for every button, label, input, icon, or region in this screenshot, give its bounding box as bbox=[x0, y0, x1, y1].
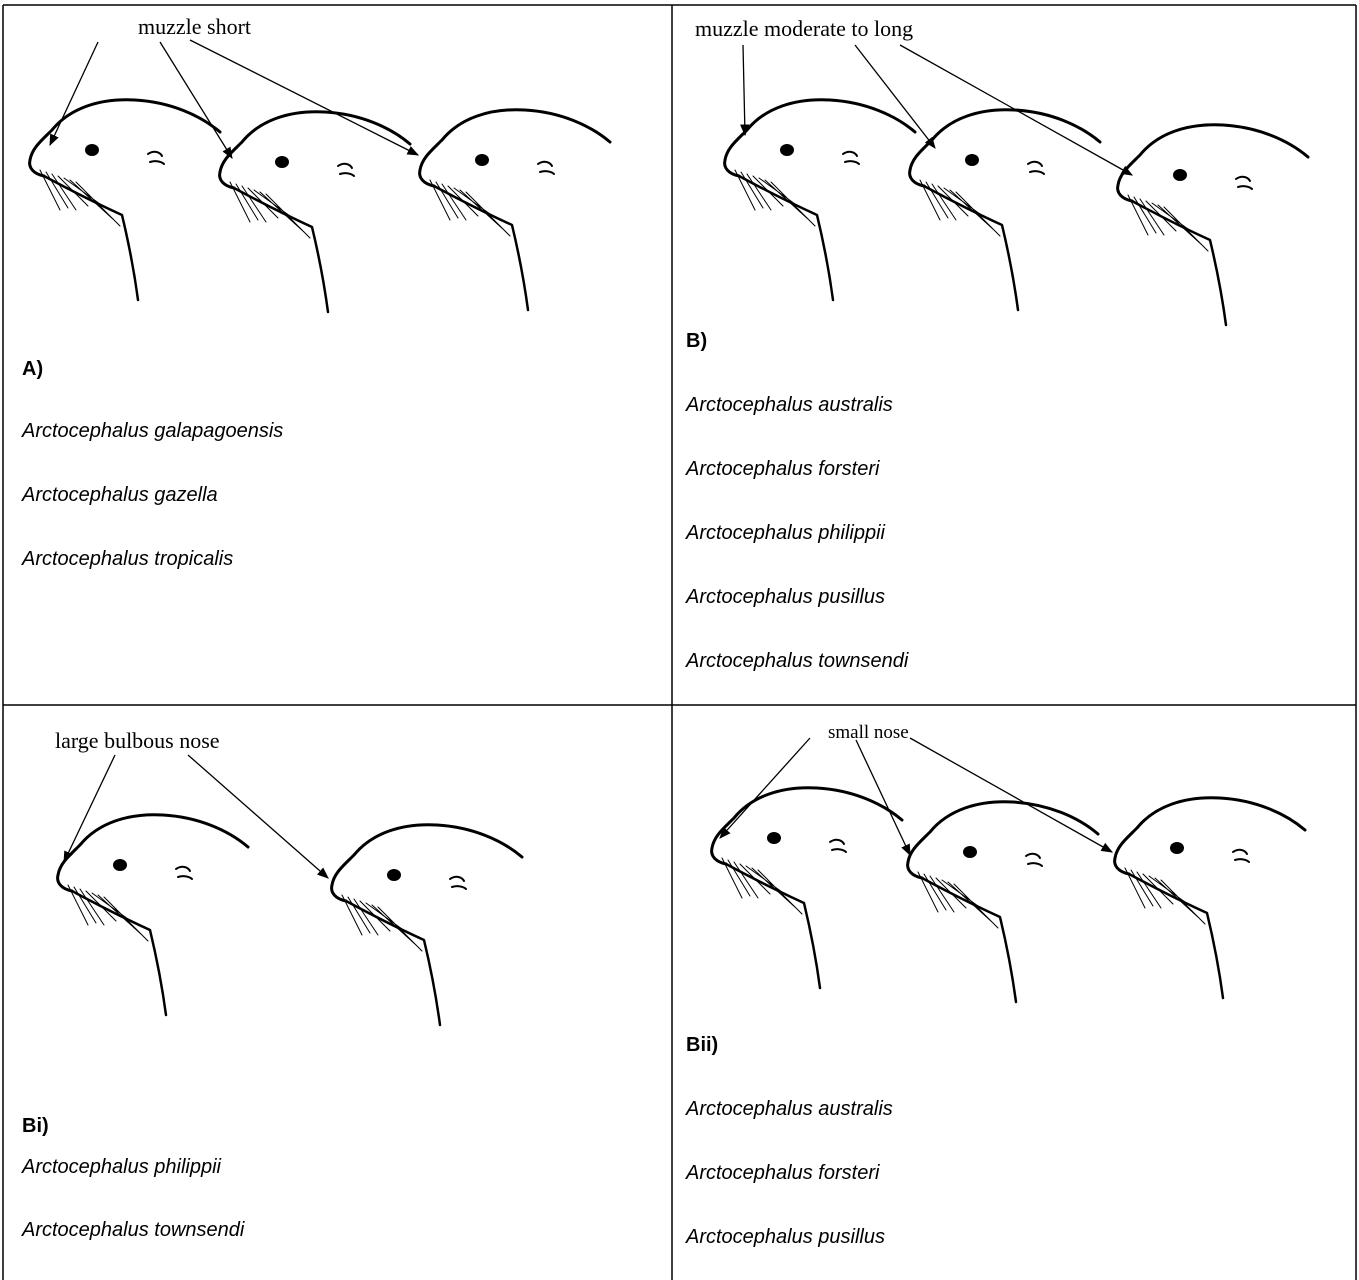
species: Arctocephalus townsendi bbox=[21, 1219, 245, 1241]
table-grid bbox=[3, 5, 1356, 1280]
species: Arctocephalus pusillus bbox=[685, 1226, 885, 1248]
illustration bbox=[58, 755, 522, 1025]
cell-label: Bii) bbox=[686, 1034, 718, 1056]
annotation: muzzle short bbox=[138, 14, 251, 39]
cell-label: B) bbox=[686, 330, 707, 352]
annotation: muzzle moderate to long bbox=[695, 16, 913, 41]
species: Arctocephalus forsteri bbox=[685, 1162, 880, 1184]
species: Arctocephalus galapagoensis bbox=[21, 420, 283, 442]
document: muzzle short A) Arctocephalus galapagoen… bbox=[0, 0, 1359, 1280]
species: Arctocephalus australis bbox=[685, 1098, 893, 1120]
species: Arctocephalus australis bbox=[685, 394, 893, 416]
illustration bbox=[30, 40, 610, 312]
species: Arctocephalus philippii bbox=[685, 522, 886, 544]
species: Arctocephalus philippii bbox=[21, 1156, 222, 1178]
species: Arctocephalus forsteri bbox=[685, 458, 880, 480]
species: Arctocephalus gazella bbox=[21, 484, 218, 506]
annotation: small nose bbox=[828, 722, 909, 743]
illustration bbox=[725, 45, 1308, 325]
illustration bbox=[712, 738, 1305, 1002]
cell-label: A) bbox=[22, 358, 43, 380]
page: {"cells": [ {"annotation": "muzzle short… bbox=[0, 0, 1359, 1280]
cell-label: Bi) bbox=[22, 1115, 49, 1137]
species: Arctocephalus townsendi bbox=[685, 650, 909, 672]
species: Arctocephalus tropicalis bbox=[21, 548, 233, 570]
annotation: large bulbous nose bbox=[55, 728, 220, 753]
species: Arctocephalus pusillus bbox=[685, 586, 885, 608]
